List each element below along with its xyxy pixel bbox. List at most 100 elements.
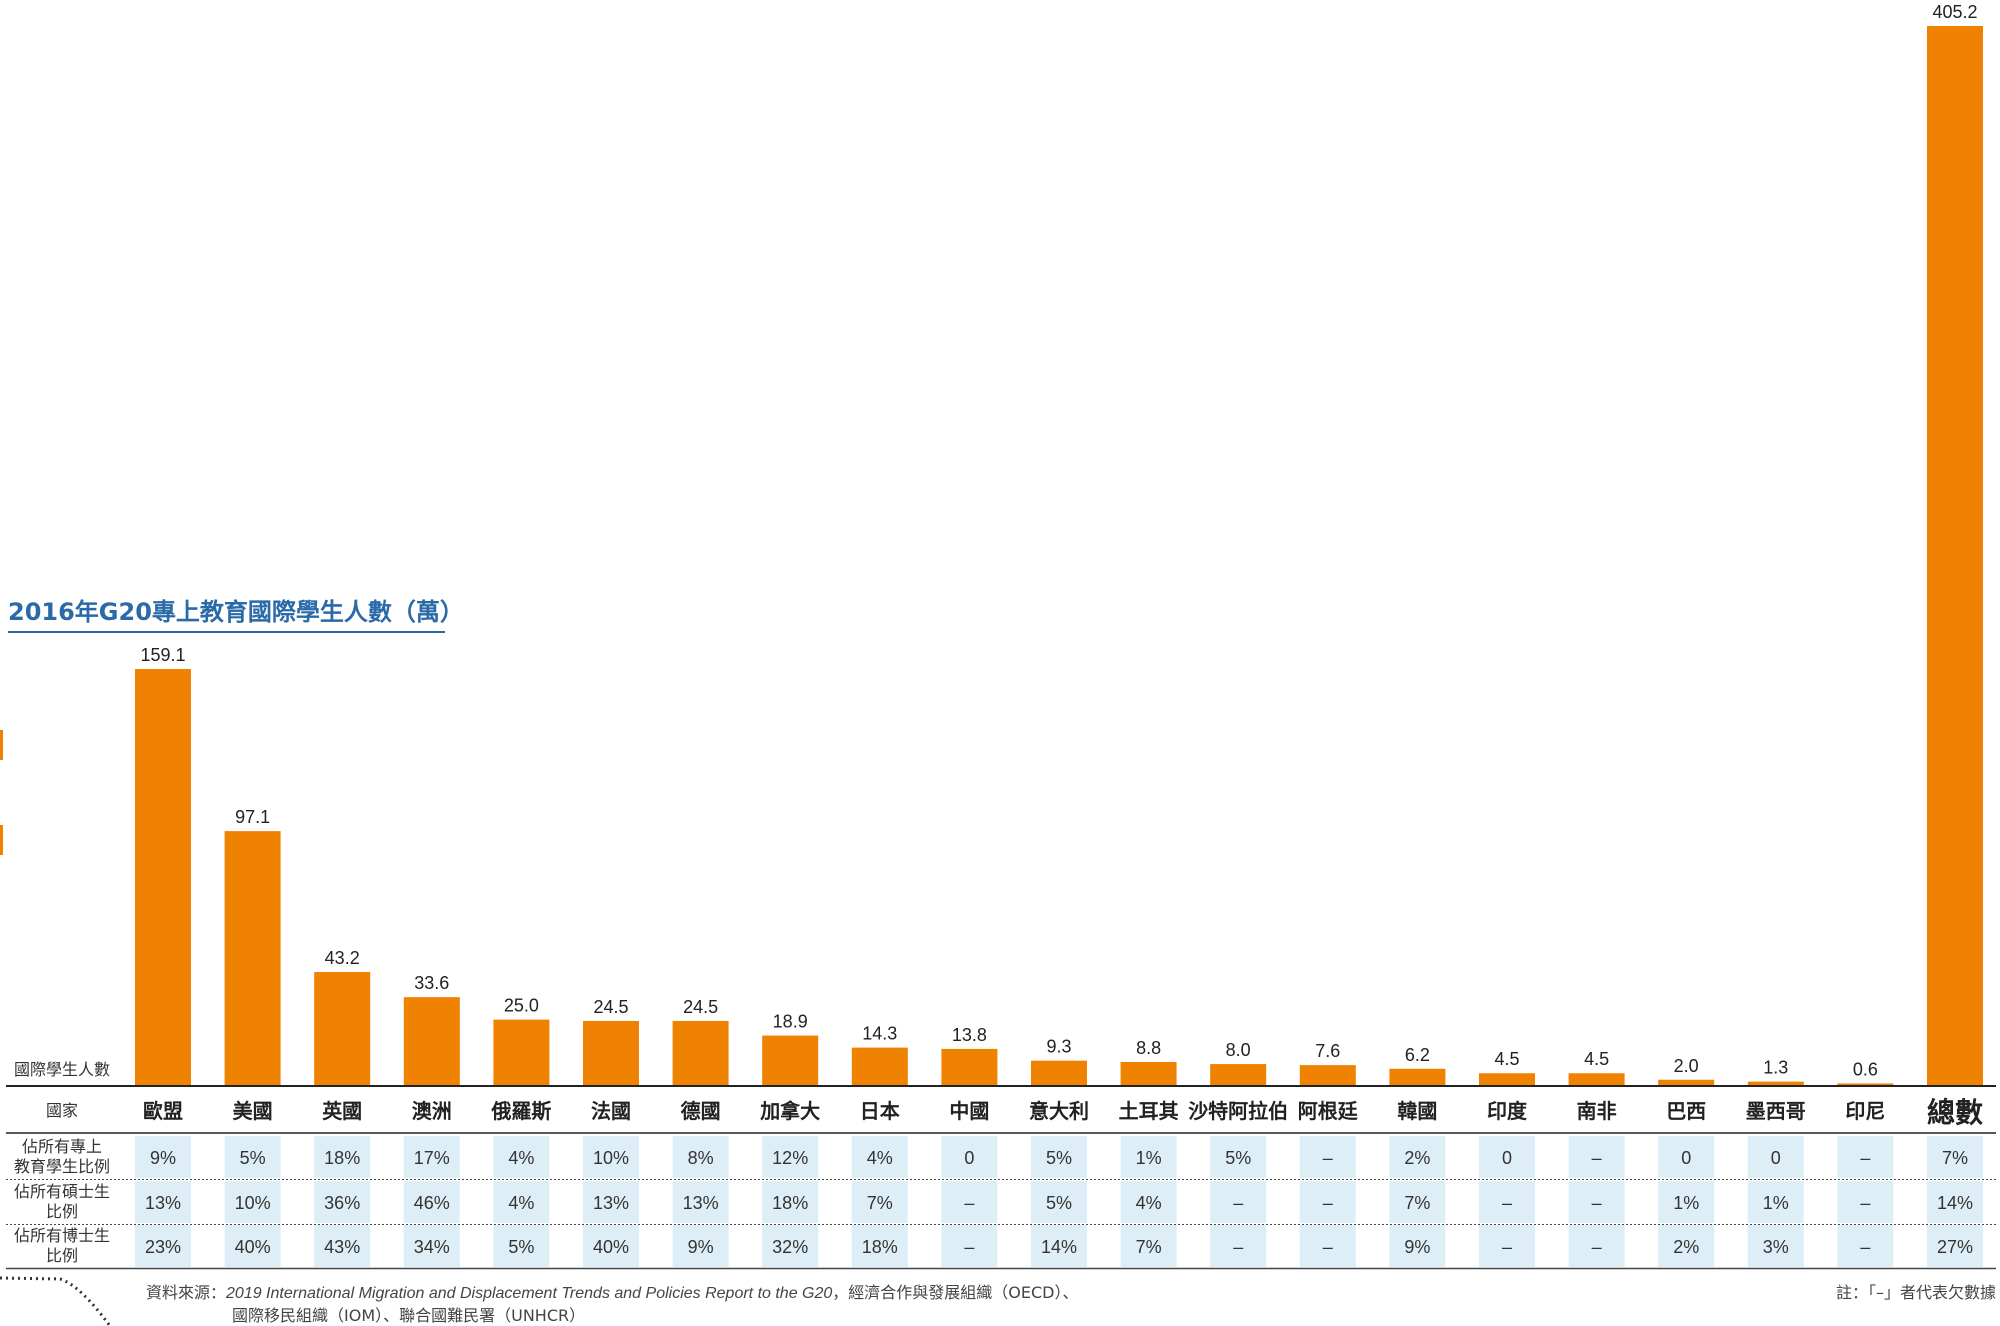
table-cell: – — [1323, 1148, 1333, 1168]
table-cell: – — [1323, 1193, 1333, 1213]
table-cell-bg — [493, 1225, 550, 1267]
table-cell: 10% — [235, 1193, 271, 1213]
table-cell-bg — [1568, 1181, 1625, 1223]
table-cell: 2% — [1673, 1237, 1699, 1257]
category-label: 澳洲 — [412, 1099, 452, 1123]
bar — [493, 1019, 550, 1085]
table-cell: – — [1233, 1193, 1243, 1213]
bar-value-label: 7.6 — [1315, 1041, 1340, 1061]
table-cell-bg — [1210, 1181, 1267, 1223]
source-prefix: 資料來源： — [146, 1283, 226, 1302]
table-cell: 5% — [1046, 1193, 1072, 1213]
table-cell: – — [1592, 1148, 1602, 1168]
table-cell: – — [964, 1193, 974, 1213]
table-cell: 17% — [414, 1148, 450, 1168]
table-cell-bg — [762, 1181, 819, 1223]
table-cell: 9% — [1404, 1237, 1430, 1257]
bar-value-label: 0.6 — [1853, 1059, 1878, 1079]
country-header: 國家 — [46, 1101, 78, 1120]
category-label: 韓國 — [1397, 1099, 1437, 1123]
bar — [1210, 1064, 1267, 1085]
table-cell-bg — [1927, 1225, 1983, 1267]
table-cell-bg — [224, 1225, 281, 1267]
bars-layer: 159.1 97.1 43.2 33.6 25.0 24.5 24.5 18.9 14.3 13.… — [135, 2, 1983, 1085]
bar — [851, 1047, 908, 1085]
bar — [1837, 1083, 1894, 1085]
category-label: 南非 — [1577, 1099, 1617, 1123]
table-cell-bg — [583, 1136, 639, 1178]
table-cell-bg — [672, 1225, 729, 1267]
table-cell-bg — [941, 1181, 998, 1223]
bar — [1747, 1081, 1804, 1085]
bar-value-label: 25.0 — [504, 996, 539, 1016]
table-cell-bg — [1299, 1181, 1356, 1223]
category-label: 中國 — [949, 1099, 989, 1123]
row-label: 佔所有博士生 — [14, 1226, 110, 1245]
table-cell: 1% — [1673, 1193, 1699, 1213]
bar-value-label: 8.0 — [1226, 1040, 1251, 1060]
table-cell: – — [1860, 1193, 1870, 1213]
table-cell: – — [964, 1237, 974, 1257]
table-cell-bg — [403, 1136, 460, 1178]
table-cell: 23% — [145, 1237, 181, 1257]
table-cell: 5% — [1046, 1148, 1072, 1168]
left-edge-mark — [0, 730, 3, 760]
table-cell: 18% — [862, 1237, 898, 1257]
category-label: 阿根廷 — [1298, 1099, 1359, 1123]
table-cell: 4% — [1136, 1193, 1162, 1213]
category-label: 英國 — [322, 1099, 362, 1123]
bar-value-label: 33.6 — [414, 973, 449, 993]
table-cell-bg — [1568, 1136, 1625, 1178]
category-label: 俄羅斯 — [490, 1099, 551, 1123]
table-cell: – — [1502, 1193, 1512, 1213]
table-cell: 7% — [1942, 1148, 1968, 1168]
table-cell-bg — [135, 1225, 191, 1267]
category-label: 歐盟 — [143, 1099, 183, 1123]
table-cell-bg — [403, 1181, 460, 1223]
table-cell: 36% — [324, 1193, 360, 1213]
table-cell: 5% — [508, 1237, 534, 1257]
table-cell: 12% — [772, 1148, 808, 1168]
table-cell-bg — [1927, 1136, 1983, 1178]
table-cell-bg — [851, 1225, 908, 1267]
table-cell-bg — [941, 1136, 998, 1178]
table-cell-bg — [314, 1136, 371, 1178]
table-cell-bg — [1120, 1225, 1177, 1267]
table-cell: 5% — [240, 1148, 266, 1168]
table-cell-bg — [1658, 1136, 1715, 1178]
category-label: 巴西 — [1666, 1099, 1706, 1123]
table-cell: 18% — [324, 1148, 360, 1168]
source-report-title: 2019 International Migration and Displac… — [225, 1285, 832, 1302]
table-cell-bg — [1031, 1136, 1087, 1178]
row-label: 比例 — [46, 1246, 78, 1265]
table-cell: 14% — [1937, 1193, 1973, 1213]
table-cell-bg — [1120, 1136, 1177, 1178]
chart-title: 2016年G20專上教育國際學生人數（萬） — [8, 598, 464, 626]
bar — [1658, 1079, 1715, 1085]
bar — [762, 1035, 819, 1085]
table-cell-bg — [583, 1181, 639, 1223]
table-cell-bg — [1299, 1136, 1356, 1178]
bar-value-label: 9.3 — [1046, 1037, 1071, 1057]
bar — [583, 1020, 639, 1085]
bar-value-label: 1.3 — [1763, 1058, 1788, 1078]
category-label: 墨西哥 — [1746, 1099, 1806, 1123]
table-cell: 9% — [688, 1237, 714, 1257]
bar-value-label: 4.5 — [1584, 1049, 1609, 1069]
category-label: 意大利 — [1029, 1099, 1089, 1123]
table-cell: 46% — [414, 1193, 450, 1213]
bar — [1120, 1061, 1177, 1085]
table-cell-bg — [403, 1225, 460, 1267]
bar — [1927, 26, 1983, 1085]
table-cell: 34% — [414, 1237, 450, 1257]
table-cell: – — [1502, 1237, 1512, 1257]
table-cell: 13% — [683, 1193, 719, 1213]
table-cell-bg — [851, 1136, 908, 1178]
bar-value-label: 405.2 — [1932, 2, 1977, 22]
table-cell-bg — [583, 1225, 639, 1267]
table-cell: 27% — [1937, 1237, 1973, 1257]
bar-value-label: 24.5 — [593, 997, 628, 1017]
table-cell-bg — [1210, 1136, 1267, 1178]
table-cell: 4% — [867, 1148, 893, 1168]
table-cell-bg — [314, 1181, 371, 1223]
